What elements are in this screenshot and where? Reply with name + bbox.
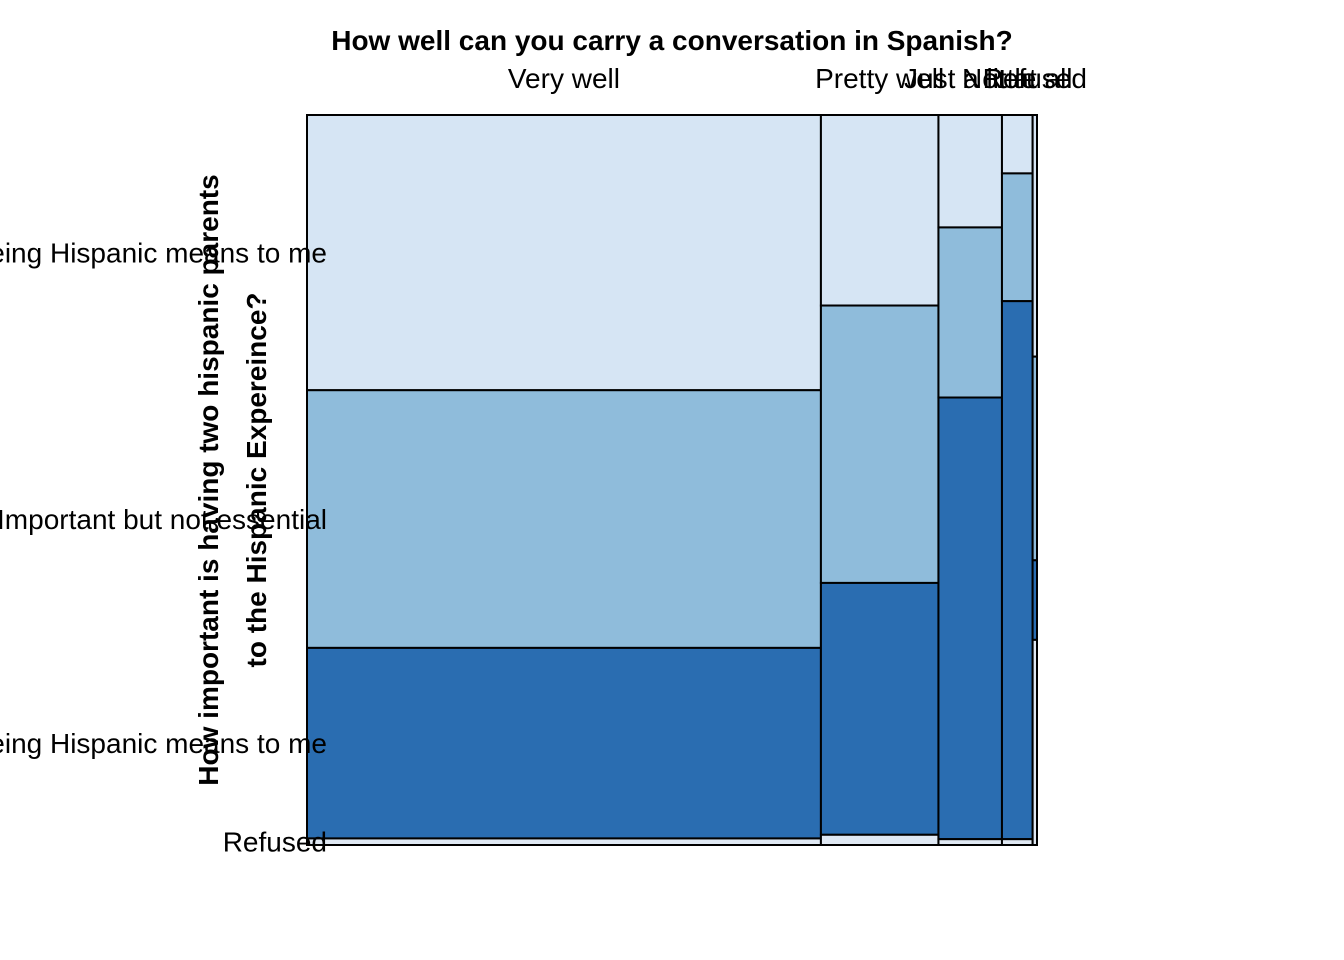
mosaic-cell-just-a-little-important-but-not-essential [937,226,1003,399]
mosaic-cell-very-well-important-but-not-essential [306,389,822,649]
x-tick-label-just-a-little: Just a little [904,63,1036,94]
mosaic-cell-very-well-essential-part-of-what-being-hispanic-means-to-me [306,114,822,392]
y-tick-label-important-but-not-essential: Important but not essential [0,504,327,535]
y-axis-label: How important is having two hispanic par… [193,174,272,785]
mosaic-cell-just-a-little-refused [937,838,1003,846]
mosaic-cell-refused-essential-part-of-what-being-hispanic-means-to-me [1031,114,1038,358]
y-tick-label-not-an-important-part-of-what-being-hispanic-means-to-me: Not an important part of what being Hisp… [0,728,327,759]
y-axis-label-line-1: How important is having two hispanic par… [193,174,224,785]
y-tick-label-essential-part-of-what-being-hispanic-means-to-me: Essential part of what being Hispanic me… [0,238,327,269]
mosaic-cells [306,114,1038,847]
x-tick-label-very-well: Very well [508,63,620,94]
mosaic-cell-pretty-well-refused [819,833,940,847]
mosaic-cell-just-a-little-not-an-important-part-of-what-being-hispanic-means-to-me [937,396,1003,841]
x-tick-label-pretty-well: Pretty well [815,63,944,94]
mosaic-cell-just-a-little-essential-part-of-what-being-hispanic-means-to-me [937,114,1003,229]
mosaic-cell-refused-not-an-important-part-of-what-being-hispanic-means-to-me [1031,559,1038,641]
mosaic-cell-not-at-all-refused [1000,838,1034,846]
mosaic-cell-pretty-well-important-but-not-essential [819,304,940,584]
mosaic-cell-refused-important-but-not-essential [1031,355,1038,562]
x-tick-label-not-at-all: Not at all [962,63,1073,94]
x-tick-label-refused: Refused [983,63,1087,94]
y-axis-label-line-2: to the Hispanic Expereince? [241,293,272,668]
y-tick-label-refused: Refused [223,827,327,858]
mosaic-cell-very-well-refused [306,837,822,846]
mosaic-cell-pretty-well-not-an-important-part-of-what-being-hispanic-means-to-me [819,581,940,836]
mosaic-cell-pretty-well-essential-part-of-what-being-hispanic-means-to-me [819,114,940,307]
mosaic-cell-refused-refused [1031,638,1038,846]
mosaic-cell-not-at-all-important-but-not-essential [1000,172,1034,303]
mosaic-cell-very-well-not-an-important-part-of-what-being-hispanic-means-to-me [306,646,822,840]
y-tick-labels: Essential part of what being Hispanic me… [0,238,327,858]
mosaic-cell-not-at-all-essential-part-of-what-being-hispanic-means-to-me [1000,114,1034,175]
chart-title: How well can you carry a conversation in… [331,25,1013,56]
mosaic-cell-not-at-all-not-an-important-part-of-what-being-hispanic-means-to-me [1000,300,1034,841]
